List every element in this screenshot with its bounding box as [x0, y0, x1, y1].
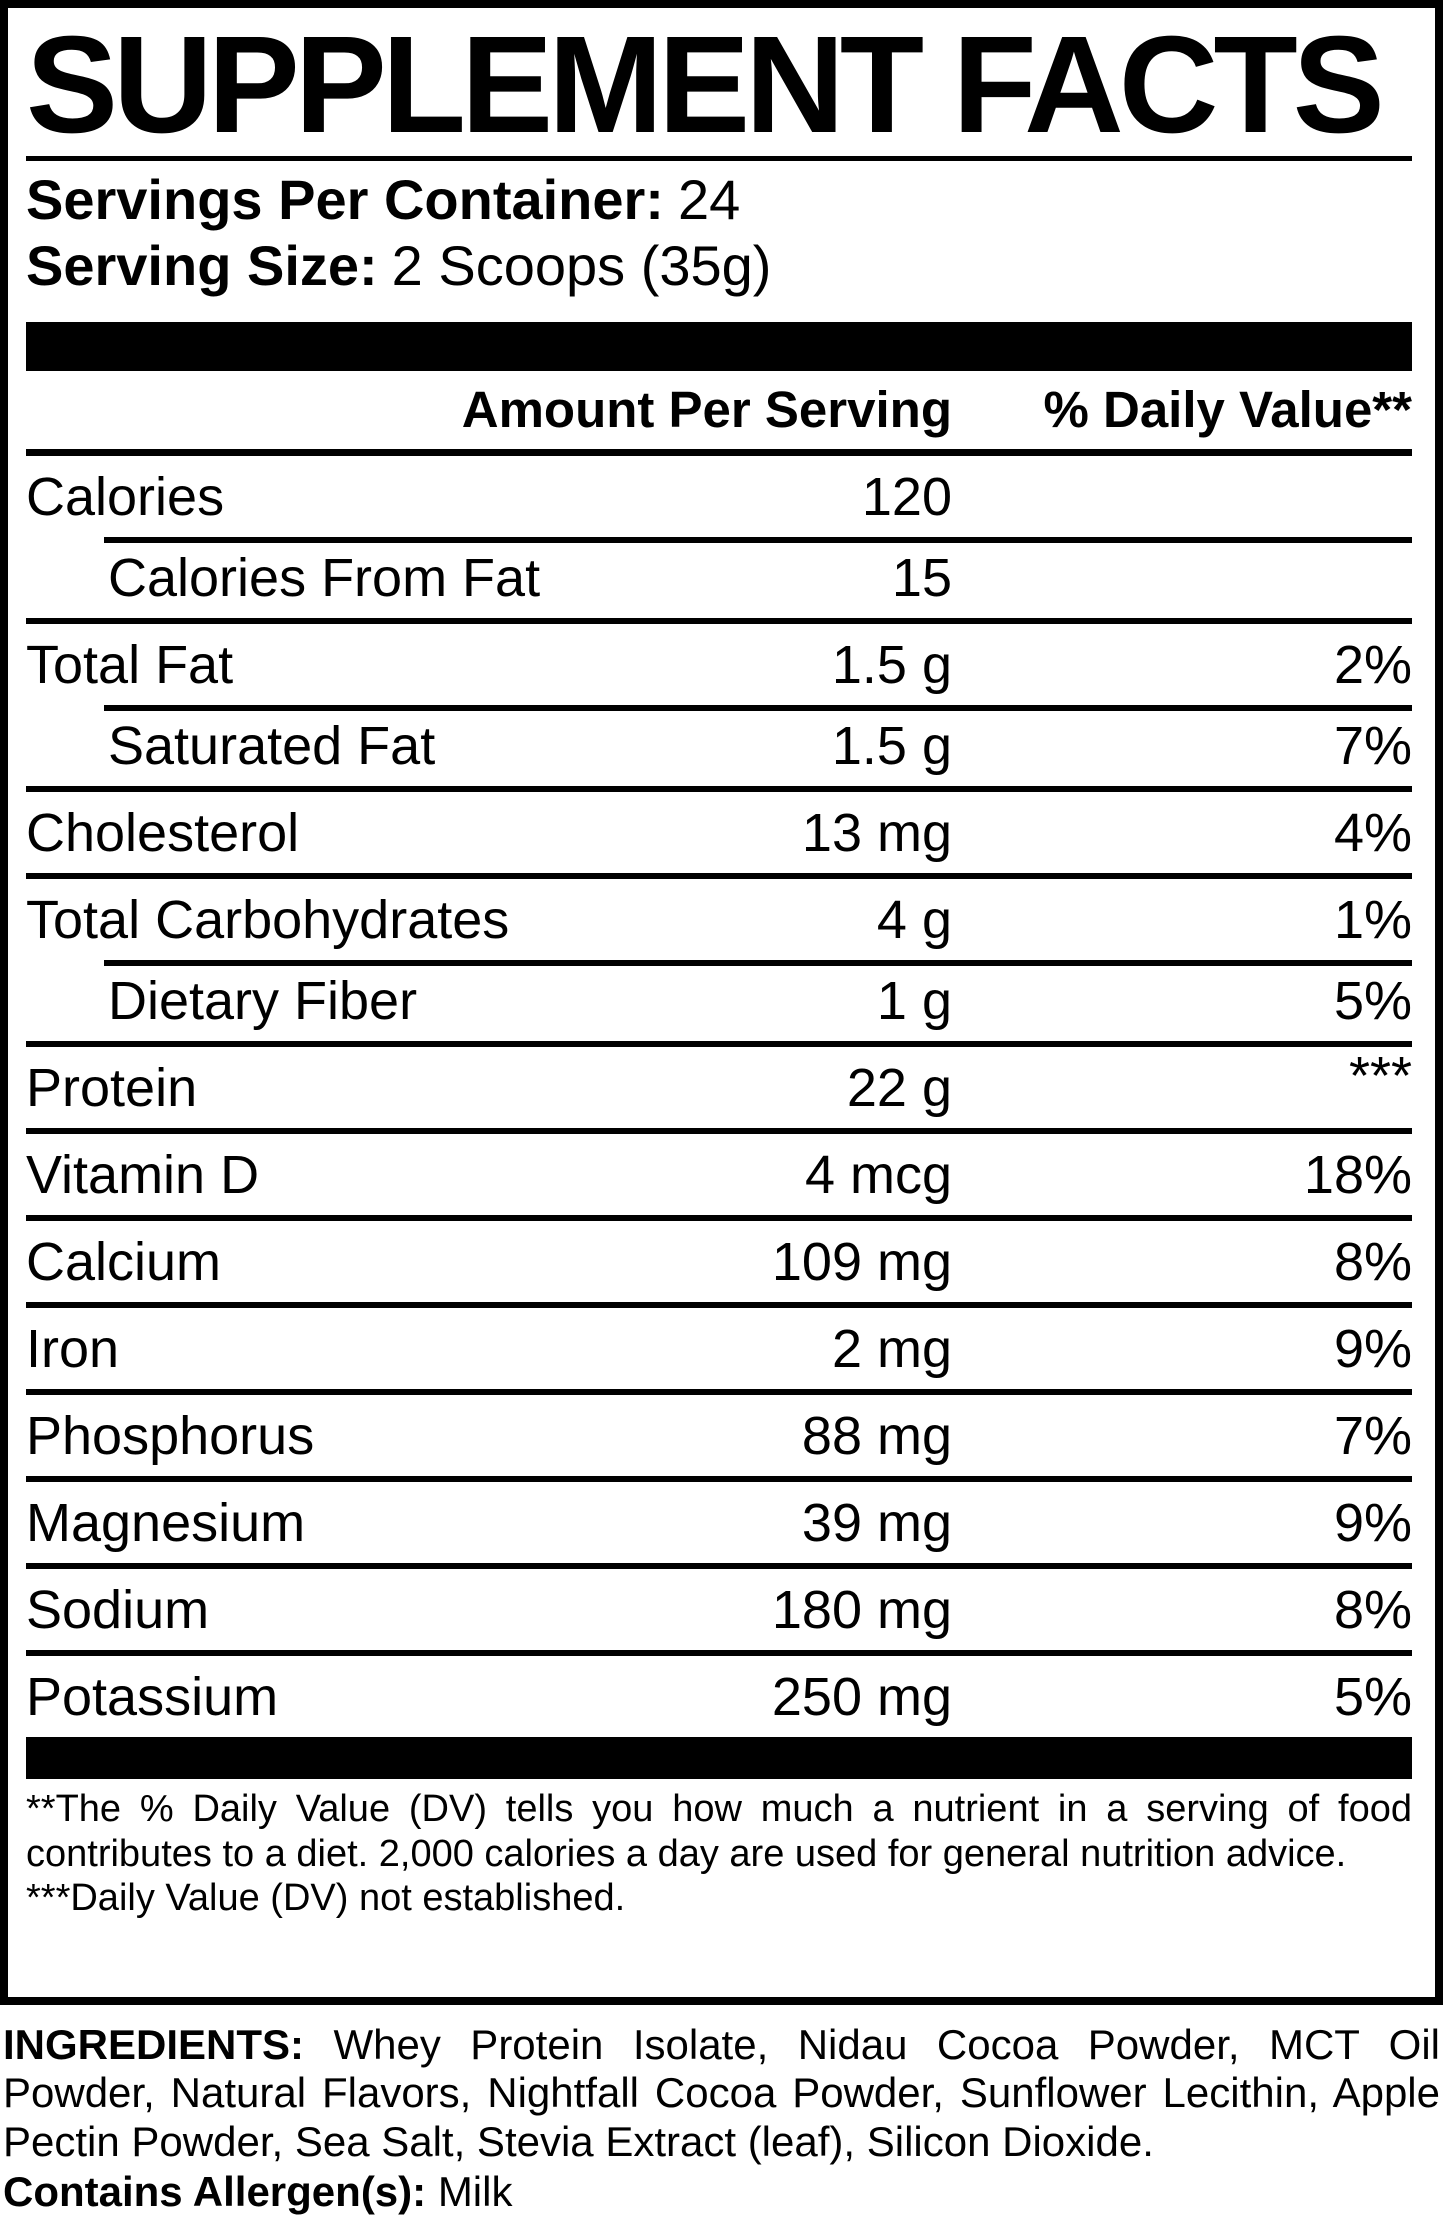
nutrient-amount: 1.5 g	[831, 715, 952, 776]
nutrient-amount: 15	[891, 547, 952, 608]
serving-size-label: Serving Size:	[26, 233, 378, 297]
nutrient-amount: 2 mg	[831, 1318, 952, 1379]
nutrient-name: Phosphorus	[26, 1405, 315, 1466]
section-bar-top	[26, 321, 1412, 371]
nutrient-dv: 8%	[1333, 1579, 1412, 1640]
serving-size-value: 2 Scoops (35g)	[391, 233, 772, 297]
nutrient-name: Magnesium	[26, 1492, 306, 1553]
table-row-vitamin-d: Vitamin D 4 mcg 18%	[26, 1127, 1412, 1215]
table-row-sodium: Sodium 180 mg 8%	[26, 1562, 1412, 1650]
nutrient-name: Cholesterol	[26, 802, 300, 863]
nutrient-name: Total Fat	[26, 634, 234, 695]
table-row-total-fat: Total Fat 1.5 g 2%	[26, 617, 1412, 705]
table-row-calcium: Calcium 109 mg 8%	[26, 1214, 1412, 1302]
servings-per-container-label: Servings Per Container:	[26, 168, 664, 232]
nutrient-dv: 9%	[1333, 1492, 1412, 1553]
nutrient-name: Iron	[26, 1318, 120, 1379]
nutrient-table: Calories 120 Calories From Fat 15 Total …	[26, 456, 1412, 1737]
table-row-magnesium: Magnesium 39 mg 9%	[26, 1475, 1412, 1563]
table-row-total-carbohydrates: Total Carbohydrates 4 g 1%	[26, 872, 1412, 960]
ingredients-label: INGREDIENTS:	[3, 2021, 305, 2068]
table-row-calories: Calories 120	[26, 456, 1412, 537]
nutrient-name: Protein	[26, 1057, 198, 1118]
dv-not-established-asterisks: ***	[1348, 1045, 1412, 1106]
table-row-protein: Protein 22 g ***	[26, 1040, 1412, 1128]
nutrient-dv: 7%	[1333, 1405, 1412, 1466]
nutrient-name: Saturated Fat	[108, 715, 436, 776]
daily-value-footnote: **The % Daily Value (DV) tells you how m…	[26, 1787, 1412, 1875]
nutrient-dv: 5%	[1333, 970, 1412, 1031]
nutrient-amount: 88 mg	[801, 1405, 952, 1466]
ingredients-section: INGREDIENTS: Whey Protein Isolate, Nidau…	[0, 2021, 1445, 2166]
nutrient-name: Vitamin D	[26, 1144, 260, 1205]
nutrient-amount: 250 mg	[771, 1666, 952, 1727]
nutrient-amount: 120	[861, 466, 952, 527]
nutrient-amount: 39 mg	[801, 1492, 952, 1553]
nutrient-amount: 13 mg	[801, 802, 952, 863]
table-row-iron: Iron 2 mg 9%	[26, 1301, 1412, 1389]
nutrient-dv: 1%	[1333, 889, 1412, 950]
nutrient-dv: 8%	[1333, 1231, 1412, 1292]
serving-size: Serving Size: 2 Scoops (35g)	[26, 237, 1412, 293]
nutrient-dv: 18%	[1303, 1144, 1412, 1205]
nutrient-dv: 5%	[1333, 1666, 1412, 1727]
not-established-footnote: ***Daily Value (DV) not established.	[26, 1877, 626, 1920]
panel-title: SUPPLEMENT FACTS	[26, 8, 1385, 162]
nutrient-amount: 4 g	[876, 889, 952, 950]
nutrient-amount: 180 mg	[771, 1579, 952, 1640]
allergen-label: Contains Allergen(s):	[3, 2167, 427, 2215]
allergen-section: Contains Allergen(s): Milk	[0, 2168, 1445, 2216]
footnotes: **The % Daily Value (DV) tells you how m…	[26, 1787, 1412, 1921]
supplement-facts-panel: SUPPLEMENT FACTS Servings Per Container:…	[0, 0, 1443, 2005]
ingredients-list: Whey Protein Isolate, Nidau Cocoa Powder…	[3, 2021, 1440, 2165]
table-row-dietary-fiber: Dietary Fiber 1 g 5%	[26, 959, 1412, 1041]
nutrient-name: Calories From Fat	[108, 547, 541, 608]
table-header: Amount Per Serving % Daily Value**	[26, 371, 1412, 456]
nutrient-dv: 2%	[1333, 634, 1412, 695]
nutrient-name: Dietary Fiber	[108, 970, 418, 1031]
title-divider	[26, 156, 1412, 162]
nutrient-dv: 7%	[1333, 715, 1412, 776]
allergen-value: Milk	[437, 2167, 513, 2215]
section-bar-bottom	[26, 1736, 1412, 1779]
nutrient-name: Total Carbohydrates	[26, 889, 510, 950]
nutrient-name: Sodium	[26, 1579, 210, 1640]
nutrient-name: Calories	[26, 466, 225, 527]
nutrient-amount: 1 g	[876, 970, 952, 1031]
header-amount-per-serving: Amount Per Serving	[461, 380, 952, 438]
table-row-calories-from-fat: Calories From Fat 15	[26, 536, 1412, 618]
nutrient-name: Calcium	[26, 1231, 222, 1292]
table-row-phosphorus: Phosphorus 88 mg 7%	[26, 1388, 1412, 1476]
nutrient-dv: 9%	[1333, 1318, 1412, 1379]
nutrient-dv: 4%	[1333, 802, 1412, 863]
table-row-saturated-fat: Saturated Fat 1.5 g 7%	[26, 704, 1412, 786]
servings-per-container-value: 24	[677, 168, 741, 232]
nutrient-amount: 109 mg	[771, 1231, 952, 1292]
nutrient-dv: ***	[952, 1049, 1412, 1115]
table-row-cholesterol: Cholesterol 13 mg 4%	[26, 785, 1412, 873]
header-daily-value: % Daily Value**	[1043, 380, 1412, 438]
nutrient-amount: 22 g	[846, 1057, 952, 1118]
nutrient-amount: 1.5 g	[831, 634, 952, 695]
nutrient-name: Potassium	[26, 1666, 279, 1727]
nutrient-dv	[952, 551, 1412, 605]
servings-per-container: Servings Per Container: 24	[26, 172, 1412, 228]
nutrient-amount: 4 mcg	[804, 1144, 952, 1205]
table-row-potassium: Potassium 250 mg 5%	[26, 1649, 1412, 1737]
nutrient-dv	[952, 470, 1412, 524]
